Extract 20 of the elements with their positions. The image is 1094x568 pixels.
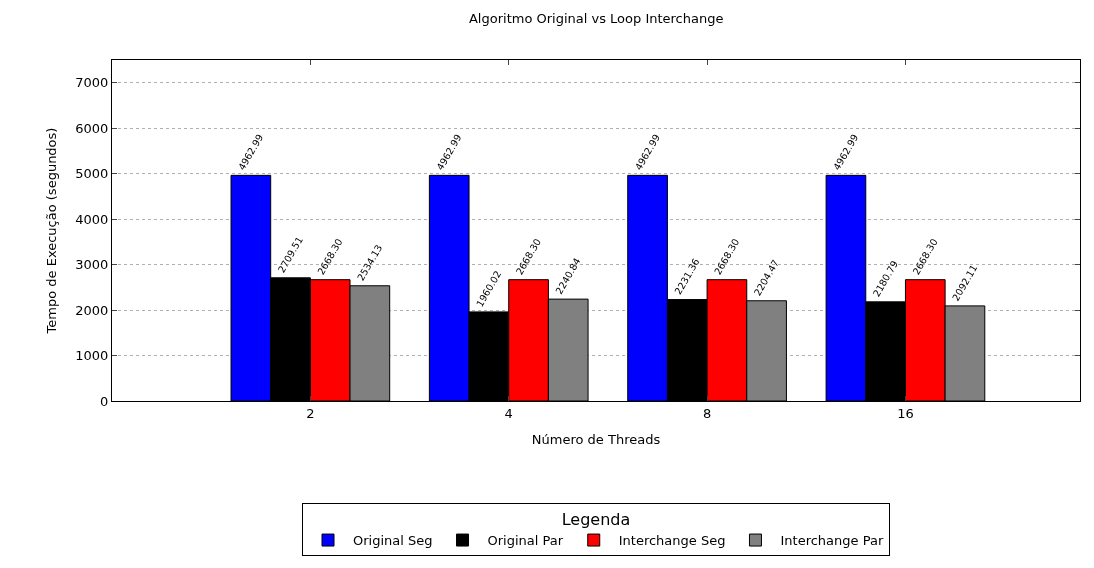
y-tick-label: 7000 bbox=[75, 75, 109, 91]
y-tick-label: 0 bbox=[100, 393, 109, 409]
legend-label: Original Seg bbox=[353, 533, 433, 549]
y-tick-label: 3000 bbox=[75, 257, 109, 273]
legend-label: Interchange Par bbox=[780, 533, 884, 549]
legend-title: Legenda bbox=[561, 510, 631, 530]
y-tick-label: 2000 bbox=[75, 302, 109, 318]
x-tick-label: 16 bbox=[897, 405, 914, 421]
legend-label: Original Par bbox=[487, 533, 564, 549]
y-axis-title: Tempo de Execução (segundos) bbox=[44, 127, 60, 335]
x-tick-label: 8 bbox=[702, 405, 712, 421]
x-tick-label: 4 bbox=[504, 405, 513, 421]
x-axis-title: Número de Threads bbox=[531, 432, 661, 448]
chart-title: Algoritmo Original vs Loop Interchange bbox=[468, 11, 724, 27]
x-tick-label: 2 bbox=[306, 405, 315, 421]
y-tick-label: 6000 bbox=[75, 120, 109, 136]
y-tick-label: 1000 bbox=[75, 348, 109, 364]
y-tick-label: 4000 bbox=[75, 211, 109, 227]
legend-label: Interchange Seg bbox=[618, 533, 726, 549]
y-tick-label: 5000 bbox=[75, 166, 109, 182]
